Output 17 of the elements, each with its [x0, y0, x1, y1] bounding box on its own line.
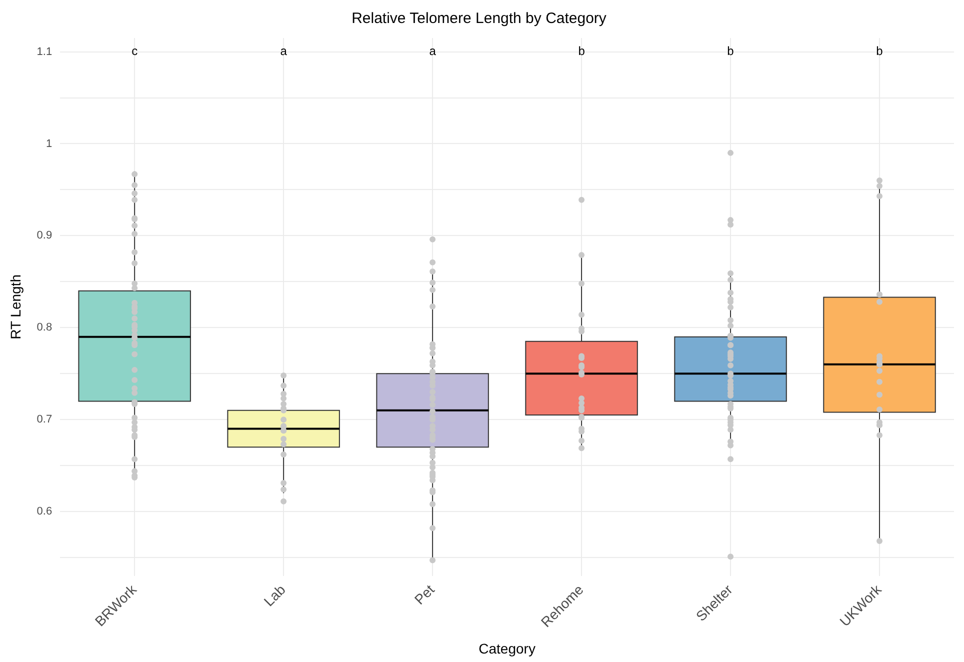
x-axis-title: Category	[478, 640, 536, 656]
annotation: c	[132, 44, 138, 58]
annotation: b	[578, 44, 586, 58]
y-tick-label: 0.8	[36, 322, 52, 334]
annotation: b	[876, 44, 884, 58]
x-tick-label: Lab	[260, 581, 289, 610]
y-tick-label: 1.1	[36, 46, 52, 58]
x-tick-label: Pet	[411, 581, 438, 608]
annotation: b	[727, 44, 734, 58]
y-tick-label: 0.6	[36, 506, 52, 518]
y-axis-title: RT Length	[7, 274, 24, 340]
annotation: a	[280, 44, 288, 58]
y-tick-label: 0.9	[36, 230, 52, 242]
y-tick-label: 0.7	[36, 414, 52, 426]
annotation: a	[429, 44, 436, 58]
chart-title: Relative Telomere Length by Category	[352, 10, 607, 28]
y-tick-label: 1	[46, 138, 52, 150]
